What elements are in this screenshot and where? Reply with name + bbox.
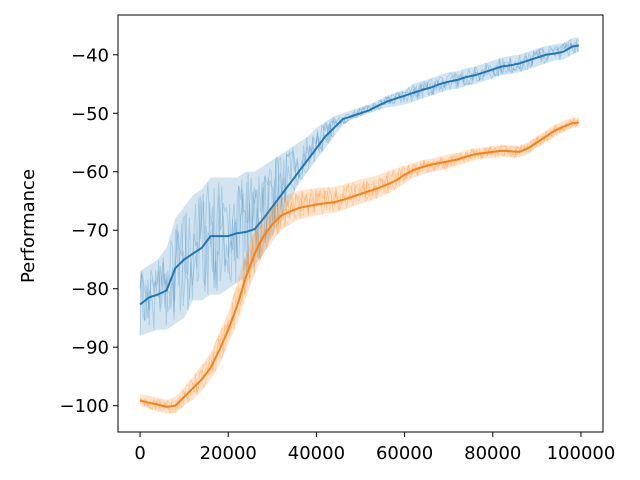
series-2-mean-line [139, 121, 579, 408]
y-tick-label: −70 [71, 221, 109, 242]
x-tick-label: 100000 [547, 443, 616, 464]
y-axis-label: Performance [18, 169, 39, 283]
y-tick-label: −50 [71, 104, 109, 125]
x-tick-label: 40000 [288, 443, 345, 464]
x-tick-label: 20000 [200, 443, 257, 464]
series-2-confidence-band [140, 117, 579, 414]
series-1-raw-trace [139, 38, 579, 336]
x-tick-label: 0 [134, 443, 145, 464]
y-tick-label: −100 [60, 396, 109, 417]
plot-frame [117, 14, 604, 433]
series-1-confidence-band [140, 37, 579, 336]
x-tick-label: 80000 [464, 443, 521, 464]
plot-area [139, 37, 579, 414]
x-tick-label: 60000 [376, 443, 433, 464]
y-tick-label: −60 [71, 162, 109, 183]
x-axis: 0 20000 40000 60000 80000 100000 [134, 432, 615, 464]
y-tick-label: −80 [71, 279, 109, 300]
y-axis: −100 −90 −80 −70 −60 −50 −40 [60, 45, 118, 417]
y-tick-label: −90 [71, 338, 109, 359]
y-tick-label: −40 [71, 45, 109, 66]
series-1-mean-line [139, 44, 579, 306]
